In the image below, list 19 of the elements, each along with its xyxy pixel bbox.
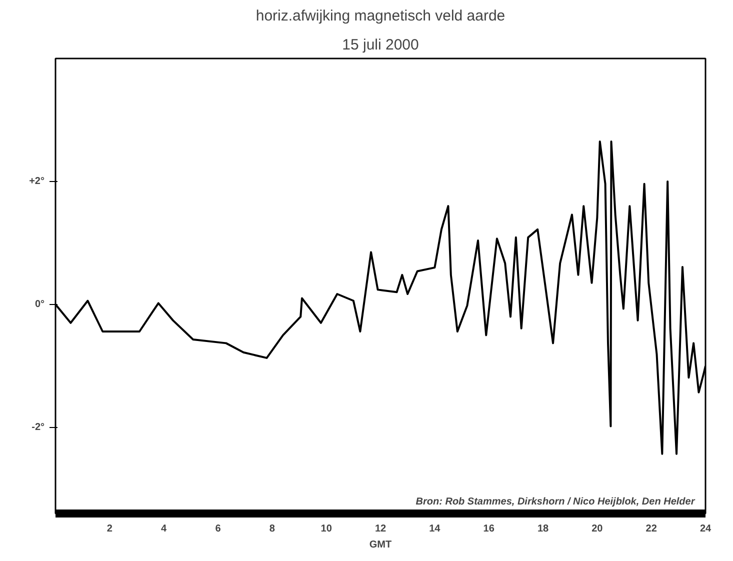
y-tick-label: +2° [29, 176, 45, 187]
x-tick-label: 16 [483, 524, 495, 534]
y-tick-label: -2° [32, 422, 44, 433]
x-tick-label: 10 [320, 524, 332, 534]
x-tick-label: 8 [269, 524, 276, 534]
x-axis-title: GMT [369, 540, 392, 550]
x-tick-label: 22 [646, 524, 658, 534]
x-tick-label: 24 [700, 524, 712, 534]
x-tick-label: 12 [374, 524, 386, 534]
chart-title: horiz.afwijking magnetisch veld aarde [256, 8, 506, 24]
y-tick-label: 0° [34, 298, 44, 310]
x-tick-label: 2 [106, 524, 113, 534]
annotation: Bron: Rob Stammes, Dirkshorn / Nico Heijblok, Den Helder [416, 496, 696, 508]
x-tick-label: 20 [592, 524, 604, 534]
x-tick-label: 18 [537, 524, 549, 534]
x-tick-label: 4 [161, 524, 168, 534]
chart-subtitle: 15 juli 2000 [342, 36, 419, 54]
x-tick-label: 14 [429, 524, 441, 534]
x-tick-label: 6 [215, 524, 222, 534]
